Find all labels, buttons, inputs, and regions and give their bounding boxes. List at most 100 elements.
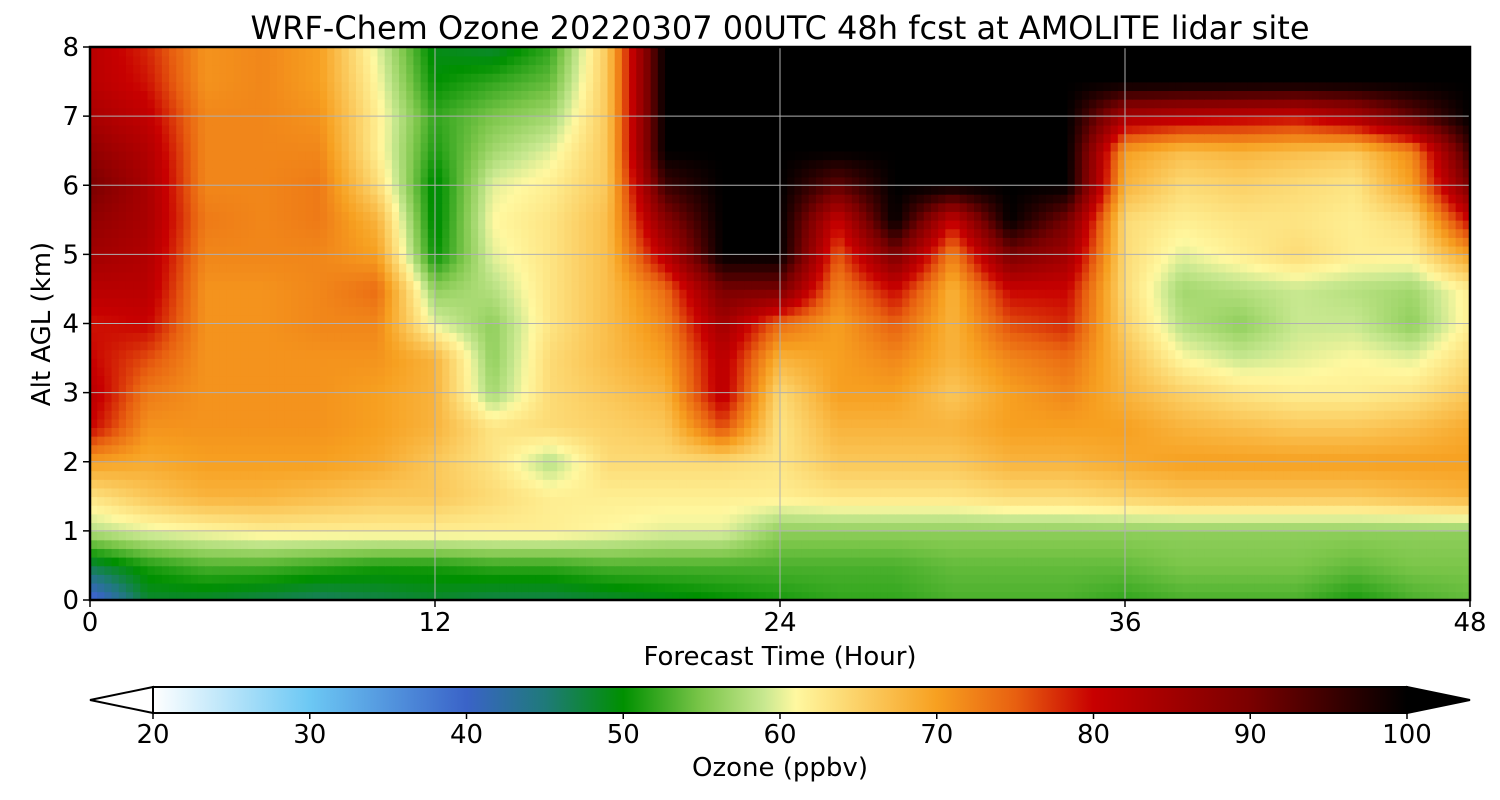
heatmap-cell	[1232, 401, 1241, 411]
heatmap-cell	[456, 392, 465, 403]
heatmap-cell	[729, 435, 738, 446]
heatmap-cell	[1132, 383, 1141, 394]
heatmap-cell	[995, 409, 1004, 420]
heatmap-cell	[161, 548, 170, 558]
heatmap-cell	[1247, 487, 1256, 498]
heatmap-cell	[190, 582, 199, 593]
heatmap-cell	[1211, 401, 1220, 411]
heatmap-cell	[183, 375, 192, 385]
heatmap-cell	[90, 470, 98, 480]
heatmap-cell	[161, 591, 170, 600]
heatmap-cell	[190, 375, 199, 385]
heatmap-cell	[1153, 591, 1162, 600]
heatmap-cell	[859, 582, 868, 593]
heatmap-cell	[1146, 375, 1155, 385]
heatmap-cell	[1153, 444, 1162, 454]
heatmap-cell	[1024, 375, 1033, 385]
heatmap-cell	[1017, 574, 1026, 584]
heatmap-cell	[1175, 383, 1184, 394]
heatmap-cell	[255, 548, 264, 558]
heatmap-cell	[197, 591, 206, 600]
heatmap-cell	[470, 574, 479, 584]
heatmap-cell	[118, 444, 127, 454]
heatmap-cell	[693, 530, 702, 541]
heatmap-cell	[363, 522, 372, 532]
heatmap-cell	[341, 375, 350, 385]
heatmap-cell	[1254, 461, 1263, 472]
heatmap-cell	[995, 565, 1004, 575]
heatmap-cell	[233, 574, 242, 584]
heatmap-cell	[226, 574, 235, 584]
heatmap-cell	[1290, 427, 1299, 437]
heatmap-cell	[1390, 582, 1399, 593]
heatmap-cell	[1247, 548, 1256, 558]
heatmap-cell	[506, 453, 515, 463]
heatmap-cell	[1218, 461, 1227, 472]
heatmap-cell	[837, 392, 846, 403]
heatmap-cell	[514, 392, 523, 403]
heatmap-cell	[1426, 548, 1435, 558]
heatmap-cell	[1311, 461, 1320, 472]
heatmap-cell	[1240, 418, 1248, 428]
heatmap-cell	[1283, 565, 1292, 575]
heatmap-cell	[585, 487, 594, 498]
heatmap-cell	[758, 392, 767, 403]
heatmap-cell	[521, 539, 530, 549]
heatmap-cell	[463, 444, 472, 454]
heatmap-cell	[298, 401, 307, 411]
heatmap-cell	[1103, 522, 1112, 532]
heatmap-cell	[470, 582, 479, 593]
heatmap-cell	[125, 556, 134, 567]
heatmap-cell	[341, 383, 350, 394]
heatmap-cell	[1398, 418, 1407, 428]
heatmap-cell	[1146, 504, 1155, 515]
heatmap-cell	[887, 548, 896, 558]
heatmap-cell	[1153, 582, 1162, 593]
heatmap-cell	[219, 522, 228, 532]
heatmap-cell	[1010, 427, 1018, 437]
heatmap-cell	[97, 504, 106, 515]
heatmap-cell	[514, 375, 523, 385]
heatmap-cell	[298, 392, 307, 403]
heatmap-cell	[1089, 574, 1098, 584]
heatmap-cell	[708, 479, 717, 489]
heatmap-cell	[1383, 444, 1392, 454]
heatmap-cell	[564, 461, 573, 472]
heatmap-cell	[435, 556, 443, 567]
heatmap-cell	[1168, 418, 1177, 428]
heatmap-cell	[772, 530, 781, 541]
heatmap-cell	[205, 591, 213, 600]
heatmap-cell	[1182, 539, 1191, 549]
heatmap-cell	[952, 539, 961, 549]
heatmap-cell	[320, 574, 328, 584]
heatmap-cell	[341, 548, 350, 558]
heatmap-cell	[499, 409, 508, 420]
heatmap-cell	[1240, 513, 1248, 524]
heatmap-cell	[1089, 375, 1098, 385]
heatmap-cell	[736, 392, 745, 403]
heatmap-cell	[974, 375, 983, 385]
heatmap-cell	[1412, 487, 1421, 498]
heatmap-cell	[521, 556, 530, 567]
heatmap-cell	[197, 392, 206, 403]
heatmap-cell	[1204, 522, 1213, 532]
heatmap-cell	[125, 401, 134, 411]
heatmap-cell	[1002, 556, 1011, 567]
heatmap-cell	[514, 479, 523, 489]
heatmap-cell	[240, 487, 249, 498]
heatmap-cell	[1132, 556, 1141, 567]
heatmap-cell	[1340, 513, 1349, 524]
heatmap-cell	[176, 461, 185, 472]
heatmap-cell	[1225, 427, 1234, 437]
heatmap-cell	[1326, 427, 1335, 437]
heatmap-cell	[485, 539, 494, 549]
heatmap-cell	[585, 591, 594, 600]
heatmap-cell	[1211, 556, 1220, 567]
heatmap-cell	[118, 574, 127, 584]
heatmap-cell	[794, 574, 803, 584]
heatmap-cell	[183, 479, 192, 489]
heatmap-cell	[1376, 487, 1385, 498]
heatmap-cell	[1081, 470, 1090, 480]
heatmap-cell	[1038, 444, 1047, 454]
heatmap-cell	[859, 479, 868, 489]
